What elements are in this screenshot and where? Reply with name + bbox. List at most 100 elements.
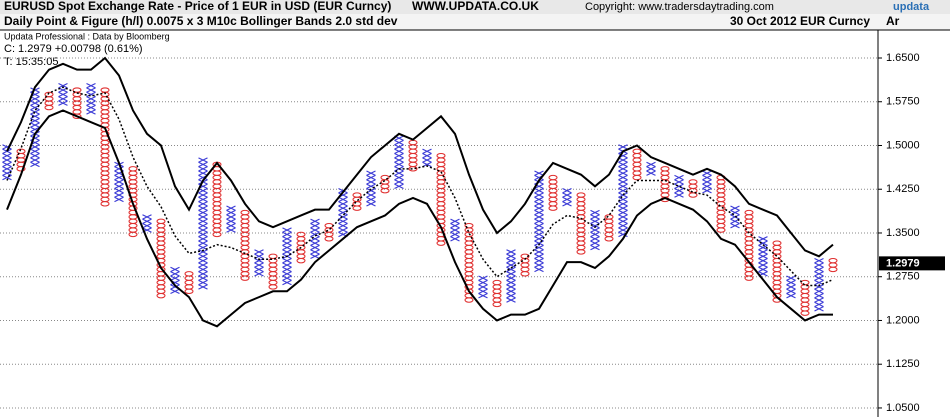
x-box (170, 275, 180, 281)
x-box (590, 244, 600, 251)
x-box (198, 284, 208, 290)
o-box (352, 196, 362, 203)
x-box (702, 179, 712, 185)
o-box (492, 288, 502, 295)
o-box (828, 262, 838, 268)
o-box (744, 249, 754, 255)
o-box (464, 253, 474, 260)
x-box (2, 170, 12, 176)
brand: updata (893, 1, 930, 13)
o-box (100, 139, 110, 146)
x-box (618, 227, 628, 233)
x-box (198, 266, 208, 273)
o-box (156, 231, 166, 238)
x-box (170, 288, 180, 295)
o-box (436, 236, 446, 242)
o-box (632, 148, 642, 155)
o-box (128, 183, 138, 190)
o-box (100, 157, 110, 163)
subtitle: Daily Point & Figure (h/l) 0.0075 x 3 M1… (4, 14, 398, 28)
o-box (72, 100, 82, 106)
x-box (58, 82, 68, 89)
x-box (198, 214, 208, 220)
x-box (198, 249, 208, 255)
x-box (30, 161, 40, 168)
pf-column (744, 209, 754, 281)
o-box (324, 222, 334, 229)
x-box (198, 227, 208, 233)
o-box (240, 271, 250, 277)
o-box (380, 179, 390, 185)
o-box (576, 249, 586, 255)
bollinger-band (6, 86, 834, 287)
o-box (100, 174, 110, 181)
corner-label: Ar (886, 14, 900, 28)
o-box (128, 179, 138, 185)
o-box (72, 109, 82, 115)
pf-column (632, 148, 642, 181)
o-box (604, 222, 614, 229)
o-box (240, 262, 250, 268)
o-box (576, 227, 586, 233)
close-text: C: 1.2979 +0.00798 (0.61%) (4, 43, 143, 55)
o-box (240, 222, 250, 229)
x-box (198, 170, 208, 176)
o-box (212, 201, 222, 207)
x-box (394, 174, 404, 181)
x-box (366, 174, 376, 181)
pf-column (2, 144, 12, 181)
o-box (100, 109, 110, 115)
o-box (800, 292, 810, 299)
x-box (338, 209, 348, 216)
o-box (240, 275, 250, 281)
o-box (716, 222, 726, 229)
last-price-label: 1.2979 (886, 257, 920, 269)
x-box (394, 183, 404, 190)
o-box (352, 205, 362, 211)
x-box (422, 148, 432, 155)
x-box (254, 266, 264, 273)
o-box (408, 152, 418, 159)
y-tick-label: 1.2000 (886, 314, 920, 326)
x-box (814, 275, 824, 281)
o-box (240, 227, 250, 233)
o-box (436, 240, 446, 246)
x-box (478, 292, 488, 299)
o-box (352, 192, 362, 198)
x-box (310, 253, 320, 260)
x-box (646, 166, 656, 172)
o-box (408, 161, 418, 168)
o-box (716, 179, 726, 185)
x-box (282, 240, 292, 246)
pf-column (184, 271, 194, 295)
o-box (492, 301, 502, 308)
x-box (478, 275, 488, 281)
x-box (814, 266, 824, 273)
pf-column (716, 174, 726, 233)
x-box (282, 275, 292, 281)
x-box (534, 266, 544, 273)
o-box (464, 262, 474, 268)
pf-column (16, 148, 26, 172)
o-box (44, 91, 54, 98)
x-box (590, 227, 600, 233)
x-box (2, 166, 12, 172)
x-box (282, 244, 292, 251)
x-box (30, 109, 40, 115)
o-box (464, 227, 474, 233)
x-box (2, 152, 12, 159)
x-box (590, 214, 600, 220)
o-box (184, 284, 194, 290)
o-box (296, 249, 306, 255)
o-box (296, 236, 306, 242)
x-box (310, 231, 320, 238)
pf-column (310, 218, 320, 260)
x-box (534, 196, 544, 203)
x-box (674, 183, 684, 190)
o-box (296, 257, 306, 264)
x-box (198, 236, 208, 242)
x-box (786, 284, 796, 290)
o-box (240, 257, 250, 264)
x-box (422, 152, 432, 159)
o-box (100, 166, 110, 172)
